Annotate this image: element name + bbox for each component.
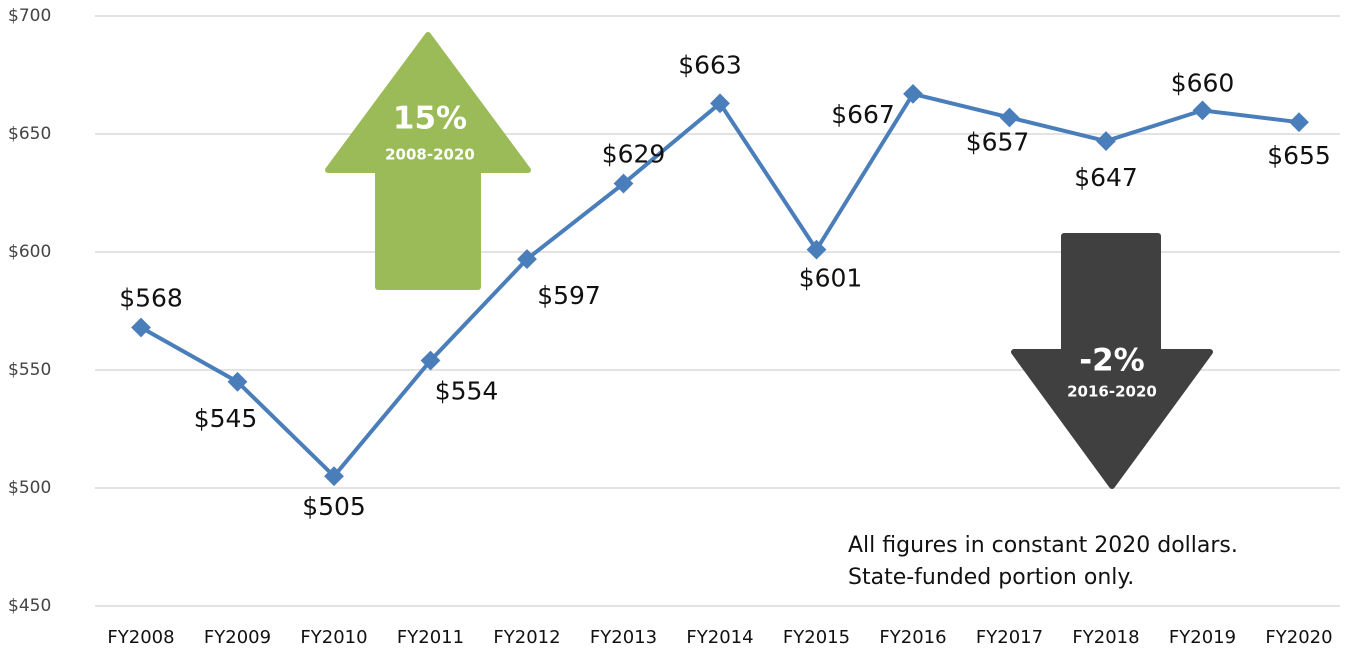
marker	[420, 350, 441, 371]
x-tick-label: FY2013	[590, 627, 657, 648]
decrease-arrow	[1011, 233, 1213, 489]
marker	[324, 466, 344, 487]
data-label: $601	[799, 264, 863, 293]
data-label: $568	[119, 284, 183, 313]
note: State-funded portion only.	[848, 565, 1134, 590]
data-label: $647	[1074, 163, 1138, 192]
increase-period: 2008-2020	[385, 146, 475, 164]
plot: $450 $500 $550 $600 $650 $700 FY2008 FY2009 FY20…	[8, 6, 1340, 648]
x-tick-label: FY2019	[1169, 627, 1236, 648]
x-tick-label: FY2008	[107, 627, 174, 648]
y-tick-label: $550	[8, 360, 51, 380]
x-tick-label: FY2012	[493, 627, 560, 648]
x-tick-label: FY2011	[397, 627, 464, 648]
data-label: $597	[537, 281, 601, 310]
y-tick-label: $600	[8, 242, 51, 262]
x-tick-label: FY2014	[686, 627, 753, 648]
x-tick-label: FY2018	[1072, 627, 1139, 648]
x-tick-label: FY2009	[204, 627, 271, 648]
x-tick-label: FY2010	[300, 627, 367, 648]
marker	[1192, 100, 1213, 121]
data-label: $629	[602, 140, 666, 169]
data-label: $554	[435, 377, 499, 406]
data-label: $655	[1267, 141, 1331, 170]
x-tick-label: FY2020	[1265, 627, 1332, 648]
x-tick-label: FY2016	[879, 627, 946, 648]
x-tick-label: FY2017	[976, 627, 1043, 648]
decrease-period: 2016-2020	[1067, 383, 1157, 401]
x-tick-label: FY2015	[783, 627, 850, 648]
data-label: $663	[678, 50, 742, 79]
data-label: $660	[1171, 68, 1235, 97]
y-tick-label: $700	[8, 6, 51, 26]
increase-value: 15%	[393, 101, 467, 137]
data-label: $667	[831, 100, 895, 129]
marker	[999, 107, 1020, 128]
marker	[1289, 112, 1309, 133]
decrease-value: -2%	[1079, 343, 1145, 379]
y-tick-label: $650	[8, 124, 51, 144]
marker	[227, 371, 248, 392]
data-label: $505	[302, 492, 366, 521]
data-label: $545	[194, 404, 258, 433]
data-label: $657	[966, 127, 1030, 156]
note: All figures in constant 2020 dollars.	[848, 533, 1238, 558]
y-tick-label: $500	[8, 478, 51, 498]
marker	[1096, 131, 1116, 151]
y-tick-label: $450	[8, 596, 51, 616]
marker	[903, 83, 923, 104]
increase-arrow	[325, 32, 531, 290]
marker	[517, 249, 537, 269]
marker	[131, 317, 151, 338]
